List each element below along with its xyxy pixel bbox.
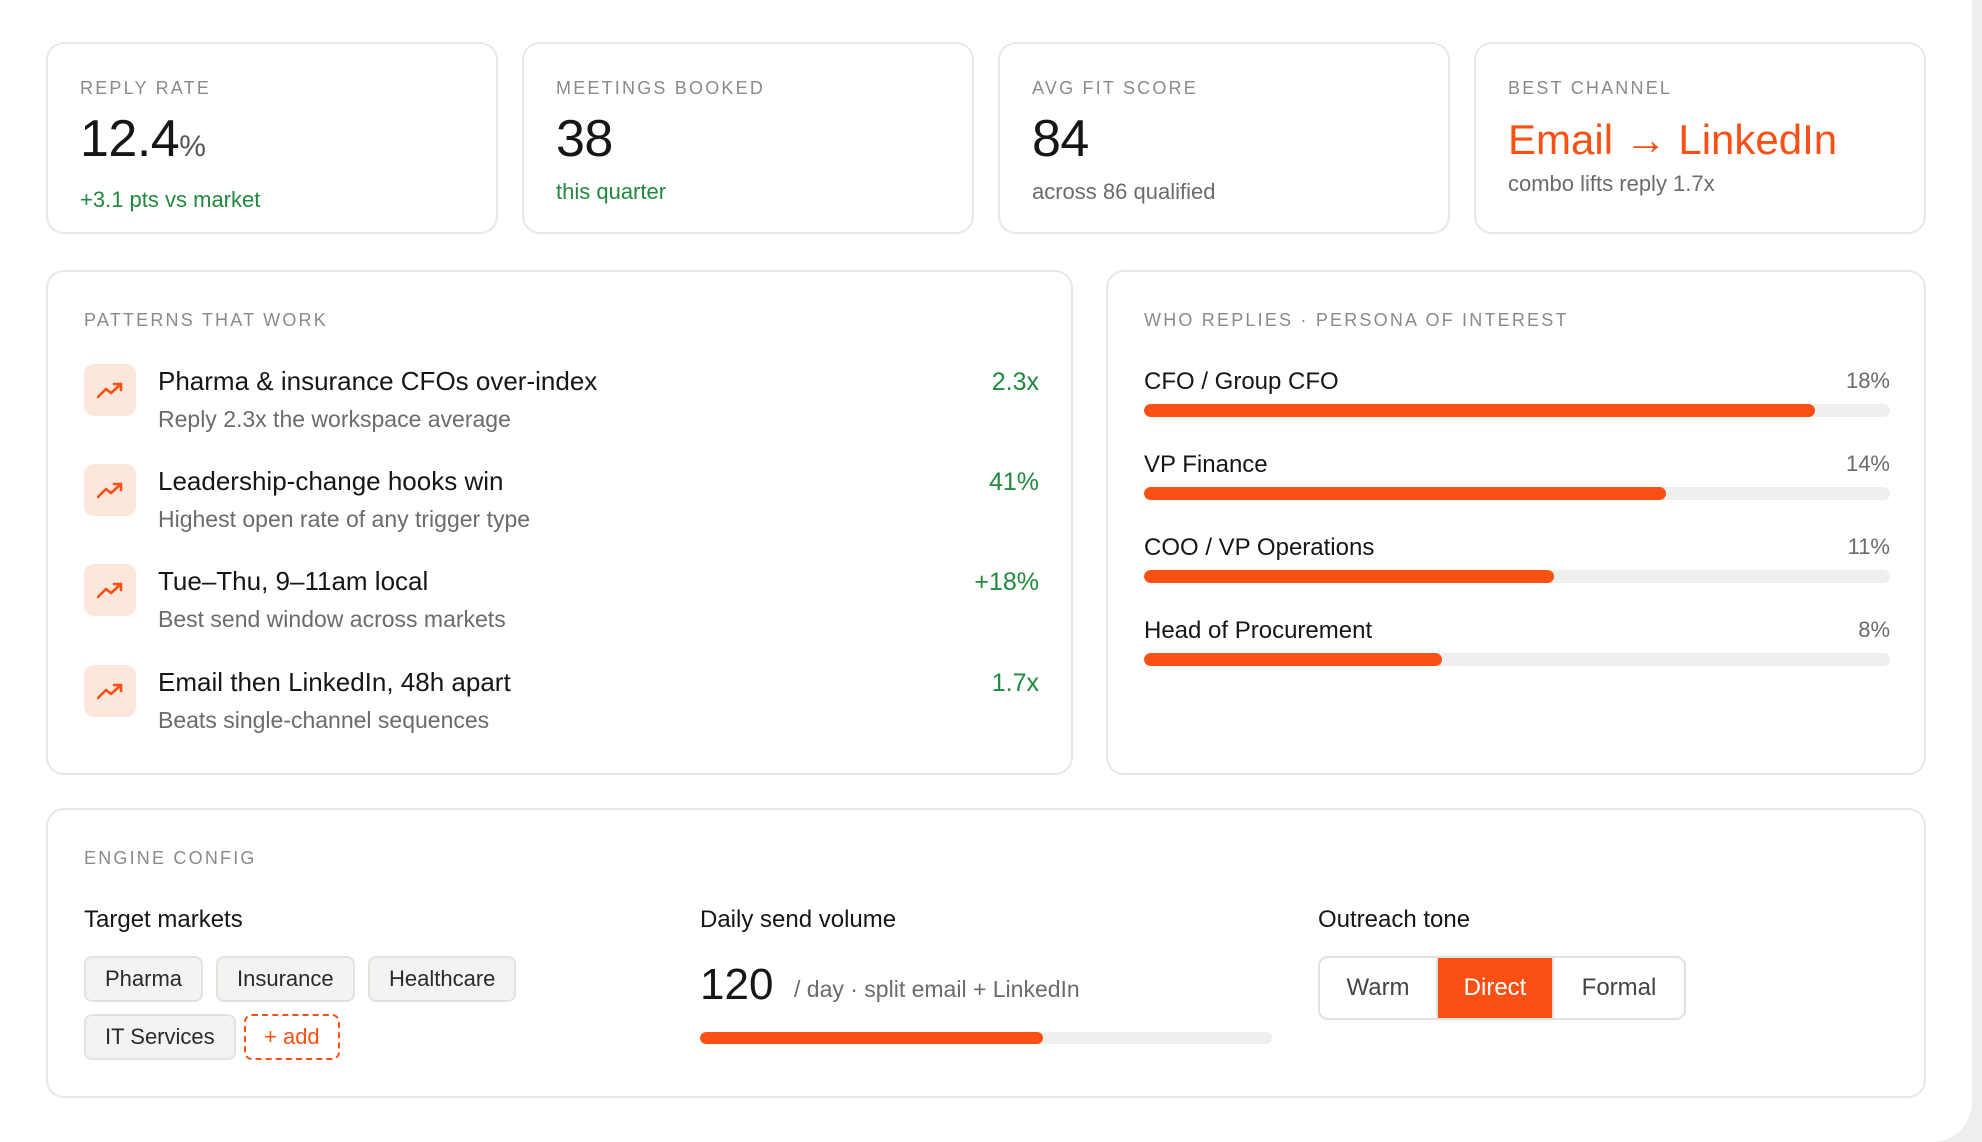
trending-up-icon [84, 364, 136, 416]
pattern-desc: Highest open rate of any trigger type [158, 506, 531, 532]
kpi-label: REPLY RATE [80, 78, 212, 98]
tone-option-direct[interactable]: Direct [1438, 958, 1554, 1018]
kpi-value: 12.4% [80, 110, 206, 168]
pattern-title: Leadership-change hooks win [158, 466, 504, 496]
tone-option-warm[interactable]: Warm [1320, 958, 1438, 1018]
patterns-card: PATTERNS THAT WORK Pharma & insurance CF… [46, 270, 1073, 775]
persona-name: CFO / Group CFO [1144, 368, 1339, 395]
kpi-value: 84 [1032, 110, 1089, 168]
kpi-sub: combo lifts reply 1.7x [1508, 171, 1715, 196]
daily-volume-value: 120 [700, 960, 774, 1009]
persona-share: 11% [1847, 534, 1890, 559]
kpi-sub: this quarter [556, 179, 667, 204]
kpi-value: 38 [556, 110, 613, 168]
pattern-item: Leadership-change hooks win Highest open… [84, 464, 1039, 554]
tone-option-formal[interactable]: Formal [1581, 974, 1657, 1001]
persona-bar-fill [1144, 404, 1816, 417]
daily-volume-slider[interactable] [700, 1032, 1272, 1044]
section-heading: WHO REPLIES · PERSONA OF INTEREST [1144, 310, 1569, 330]
daily-volume-sub: / day · split email + LinkedIn [794, 976, 1080, 1002]
kpi-best-channel-card: BEST CHANNEL Email → LinkedIn combo lift… [1474, 42, 1926, 234]
pattern-desc: Reply 2.3x the workspace average [158, 406, 511, 432]
kpi-channel-value: Email → LinkedIn [1508, 116, 1838, 163]
persona-bar-track [1144, 570, 1890, 583]
kpi-sub: across 86 qualified [1032, 179, 1216, 204]
market-chip-insurance[interactable]: Insurance [216, 956, 355, 1002]
market-chip-healthcare[interactable]: Healthcare [368, 956, 517, 1002]
pattern-metric: 41% [988, 468, 1039, 496]
persona-bar-track [1144, 487, 1890, 500]
pattern-metric: +18% [974, 568, 1039, 596]
pattern-desc: Best send window across markets [158, 606, 506, 632]
kpi-label: MEETINGS BOOKED [556, 78, 766, 98]
pattern-item: Email then LinkedIn, 48h apart Beats sin… [84, 665, 1039, 755]
persona-share: 8% [1858, 617, 1890, 642]
persona-share: 14% [1845, 451, 1890, 476]
target-markets-label: Target markets [84, 906, 243, 933]
pattern-metric: 2.3x [991, 368, 1039, 396]
trending-up-icon [84, 564, 136, 616]
kpi-label: AVG FIT SCORE [1032, 78, 1198, 98]
persona-bar-fill [1144, 487, 1667, 500]
pattern-title: Pharma & insurance CFOs over-index [158, 366, 598, 396]
persona-row: COO / VP Operations 11% [1144, 534, 1890, 604]
add-market-button[interactable]: + add [244, 1014, 340, 1060]
personas-card: WHO REPLIES · PERSONA OF INTEREST CFO / … [1106, 270, 1926, 775]
trending-up-icon [84, 665, 136, 717]
section-heading: ENGINE CONFIG [84, 848, 257, 868]
daily-volume-label: Daily send volume [700, 906, 897, 933]
pattern-desc: Beats single-channel sequences [158, 707, 490, 733]
trending-up-icon [84, 464, 136, 516]
persona-row: Head of Procurement 8% [1144, 617, 1890, 687]
persona-row: VP Finance 14% [1144, 451, 1890, 521]
pattern-metric: 1.7x [991, 669, 1039, 697]
pattern-title: Tue–Thu, 9–11am local [158, 566, 429, 596]
persona-bar-track [1144, 404, 1890, 417]
section-heading: PATTERNS THAT WORK [84, 310, 328, 330]
pattern-item: Pharma & insurance CFOs over-index Reply… [84, 364, 1039, 454]
engine-config-card: ENGINE CONFIG Target markets Pharma Insu… [46, 808, 1926, 1098]
persona-bar-track [1144, 653, 1890, 666]
persona-bar-fill [1144, 653, 1443, 666]
kpi-fit-score-card: AVG FIT SCORE 84 across 86 qualified [998, 42, 1450, 234]
persona-bar-fill [1144, 570, 1555, 583]
kpi-label: BEST CHANNEL [1508, 78, 1673, 98]
persona-name: Head of Procurement [1144, 617, 1373, 644]
persona-name: VP Finance [1144, 451, 1268, 478]
persona-name: COO / VP Operations [1144, 534, 1375, 561]
daily-volume-slider-fill [700, 1032, 1044, 1044]
market-chip-pharma[interactable]: Pharma [84, 956, 204, 1002]
outreach-tone-segmented-control: Warm Direct Formal [1318, 956, 1686, 1020]
market-chip-it-services[interactable]: IT Services [84, 1014, 236, 1060]
outreach-tone-label: Outreach tone [1318, 906, 1471, 933]
kpi-delta: +3.1 pts vs market [80, 187, 261, 212]
pattern-title: Email then LinkedIn, 48h apart [158, 667, 511, 697]
kpi-reply-rate-card: REPLY RATE 12.4% +3.1 pts vs market [46, 42, 498, 234]
kpi-meetings-card: MEETINGS BOOKED 38 this quarter [522, 42, 974, 234]
persona-share: 18% [1845, 368, 1890, 393]
pattern-item: Tue–Thu, 9–11am local Best send window a… [84, 564, 1039, 654]
persona-row: CFO / Group CFO 18% [1144, 368, 1890, 438]
